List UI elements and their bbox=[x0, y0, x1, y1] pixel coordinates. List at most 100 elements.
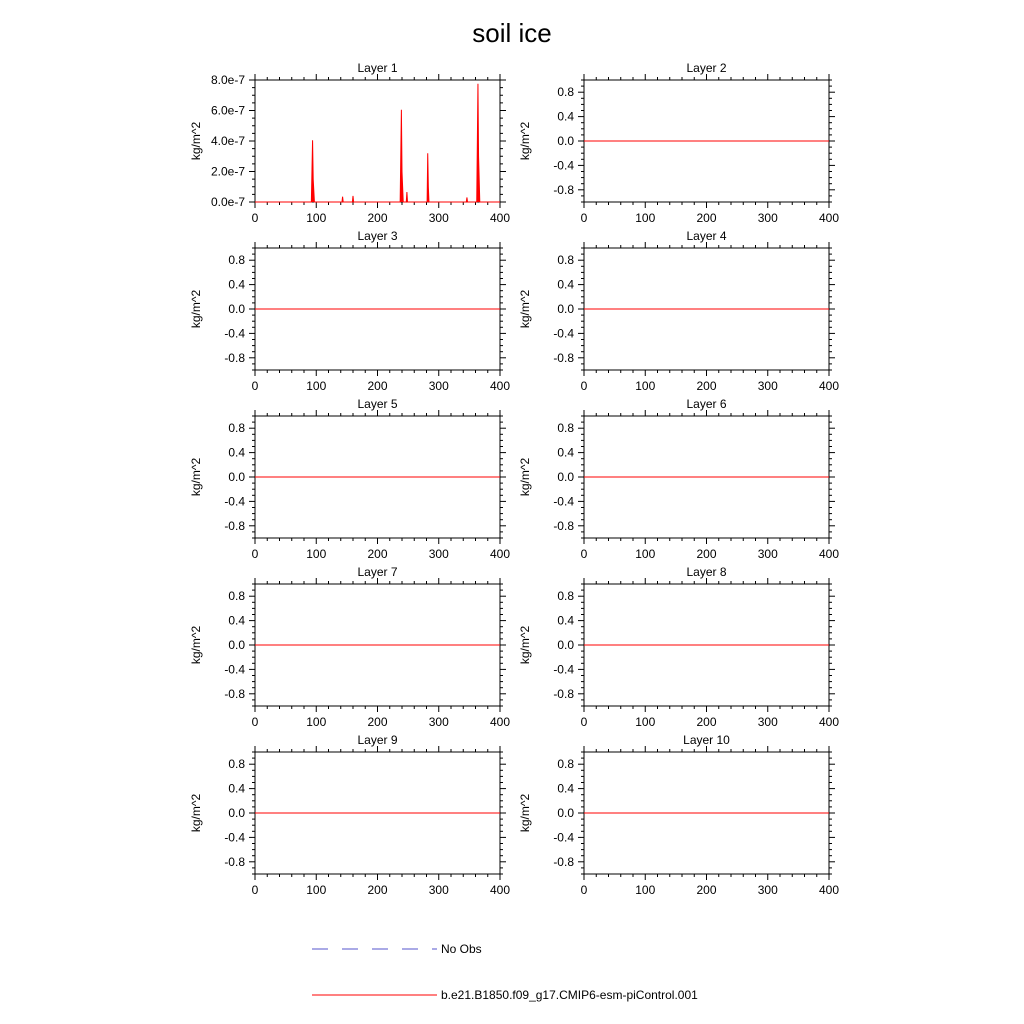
y-tick-label: 0.0 bbox=[228, 302, 245, 316]
x-tick-label: 0 bbox=[252, 883, 259, 897]
y-tick-label: 0.8 bbox=[228, 757, 245, 771]
panel-title: Layer 1 bbox=[357, 61, 397, 75]
y-axis-label: kg/m^2 bbox=[189, 626, 203, 665]
y-tick-label: 6.0e-7 bbox=[211, 104, 245, 118]
y-tick-label: -0.8 bbox=[553, 855, 574, 869]
y-tick-label: 0.4 bbox=[228, 782, 245, 796]
layer-panel: Layer 7 kg/m^2 0 100 200 300 400 0.8 0.4 0.0 -0.4 -… bbox=[189, 565, 510, 729]
x-tick-label: 300 bbox=[429, 211, 449, 225]
x-tick-label: 400 bbox=[490, 883, 510, 897]
y-tick-label: 2.0e-7 bbox=[211, 165, 245, 179]
x-tick-label: 100 bbox=[306, 715, 326, 729]
y-tick-label: 0.4 bbox=[228, 278, 245, 292]
y-tick-label: 0.8 bbox=[557, 589, 574, 603]
x-tick-label: 0 bbox=[581, 883, 588, 897]
y-tick-label: 0.8 bbox=[557, 85, 574, 99]
y-tick-label: 0.4 bbox=[557, 110, 574, 124]
x-tick-label: 300 bbox=[758, 211, 778, 225]
y-tick-label: -0.4 bbox=[553, 326, 574, 340]
y-tick-label: 0.8 bbox=[228, 589, 245, 603]
legend-item: b.e21.B1850.f09_g17.CMIP6-esm-piControl.… bbox=[312, 988, 698, 1002]
x-tick-label: 100 bbox=[306, 547, 326, 561]
y-tick-label: 0.8 bbox=[557, 757, 574, 771]
x-tick-label: 400 bbox=[819, 883, 839, 897]
x-tick-label: 200 bbox=[367, 883, 387, 897]
y-tick-label: 0.0 bbox=[228, 638, 245, 652]
x-tick-label: 0 bbox=[252, 379, 259, 393]
y-tick-label: 0.4 bbox=[557, 278, 574, 292]
panel-title: Layer 4 bbox=[686, 229, 726, 243]
series-line bbox=[255, 83, 500, 203]
y-tick-label: -0.8 bbox=[553, 351, 574, 365]
y-tick-label: 0.4 bbox=[557, 446, 574, 460]
x-tick-label: 400 bbox=[490, 715, 510, 729]
y-tick-label: 0.0 bbox=[557, 806, 574, 820]
x-tick-label: 100 bbox=[306, 883, 326, 897]
x-tick-label: 200 bbox=[696, 547, 716, 561]
panel-title: Layer 6 bbox=[686, 397, 726, 411]
y-tick-label: 0.8 bbox=[557, 421, 574, 435]
x-tick-label: 200 bbox=[367, 715, 387, 729]
panel-title: Layer 2 bbox=[686, 61, 726, 75]
x-tick-label: 200 bbox=[696, 715, 716, 729]
y-tick-label: 0.0 bbox=[557, 638, 574, 652]
panel-grid: Layer 1 kg/m^2 0 100 200 300 400 0.0e-7 2.0e-7 4.… bbox=[189, 61, 839, 897]
x-tick-label: 300 bbox=[429, 379, 449, 393]
x-tick-label: 200 bbox=[367, 211, 387, 225]
x-tick-label: 300 bbox=[758, 379, 778, 393]
x-tick-label: 300 bbox=[758, 547, 778, 561]
y-tick-label: 0.8 bbox=[228, 253, 245, 267]
x-tick-label: 400 bbox=[490, 547, 510, 561]
x-tick-label: 400 bbox=[490, 211, 510, 225]
y-tick-label: 0.4 bbox=[228, 614, 245, 628]
y-tick-label: 0.0 bbox=[557, 302, 574, 316]
panel-title: Layer 9 bbox=[357, 733, 397, 747]
x-tick-label: 0 bbox=[581, 547, 588, 561]
x-tick-label: 0 bbox=[252, 715, 259, 729]
layer-panel: Layer 1 kg/m^2 0 100 200 300 400 0.0e-7 2.0e-7 4.… bbox=[189, 61, 510, 225]
layer-panel: Layer 10 kg/m^2 0 100 200 300 400 0.8 0.4 0.0 -0.4… bbox=[518, 733, 839, 897]
y-tick-label: -0.8 bbox=[224, 687, 245, 701]
y-tick-label: 0.8 bbox=[557, 253, 574, 267]
y-axis-label: kg/m^2 bbox=[189, 290, 203, 329]
x-tick-label: 0 bbox=[252, 211, 259, 225]
y-tick-label: 0.0 bbox=[228, 806, 245, 820]
x-tick-label: 100 bbox=[306, 379, 326, 393]
y-tick-label: 0.4 bbox=[228, 446, 245, 460]
x-tick-label: 0 bbox=[252, 547, 259, 561]
x-tick-label: 0 bbox=[581, 379, 588, 393]
y-tick-label: -0.4 bbox=[224, 326, 245, 340]
y-tick-label: -0.4 bbox=[224, 494, 245, 508]
series-area bbox=[255, 83, 500, 202]
x-tick-label: 200 bbox=[367, 379, 387, 393]
y-tick-label: 8.0e-7 bbox=[211, 73, 245, 87]
plot-frame bbox=[254, 79, 501, 203]
x-tick-label: 400 bbox=[819, 211, 839, 225]
x-tick-label: 100 bbox=[635, 883, 655, 897]
x-tick-label: 400 bbox=[490, 379, 510, 393]
x-tick-label: 100 bbox=[635, 211, 655, 225]
layer-panel: Layer 4 kg/m^2 0 100 200 300 400 0.8 0.4 0.0 -0.4 -… bbox=[518, 229, 839, 393]
y-axis-label: kg/m^2 bbox=[189, 122, 203, 161]
x-tick-label: 300 bbox=[429, 547, 449, 561]
y-tick-label: 0.0 bbox=[557, 134, 574, 148]
x-tick-label: 200 bbox=[696, 379, 716, 393]
y-axis-label: kg/m^2 bbox=[189, 458, 203, 497]
legend-label: b.e21.B1850.f09_g17.CMIP6-esm-piControl.… bbox=[441, 988, 698, 1002]
panel-title: Layer 10 bbox=[683, 733, 730, 747]
x-tick-label: 100 bbox=[635, 379, 655, 393]
y-tick-label: -0.4 bbox=[553, 662, 574, 676]
x-tick-label: 100 bbox=[306, 211, 326, 225]
y-tick-label: -0.8 bbox=[224, 351, 245, 365]
x-tick-label: 100 bbox=[635, 715, 655, 729]
y-tick-label: 0.4 bbox=[557, 782, 574, 796]
x-tick-label: 300 bbox=[758, 715, 778, 729]
x-tick-label: 200 bbox=[696, 211, 716, 225]
y-axis-label: kg/m^2 bbox=[518, 626, 532, 665]
y-axis-label: kg/m^2 bbox=[518, 794, 532, 833]
layer-panel: Layer 6 kg/m^2 0 100 200 300 400 0.8 0.4 0.0 -0.4 -… bbox=[518, 397, 839, 561]
figure-title: soil ice bbox=[472, 18, 551, 48]
x-tick-label: 100 bbox=[635, 547, 655, 561]
layer-panel: Layer 8 kg/m^2 0 100 200 300 400 0.8 0.4 0.0 -0.4 -… bbox=[518, 565, 839, 729]
